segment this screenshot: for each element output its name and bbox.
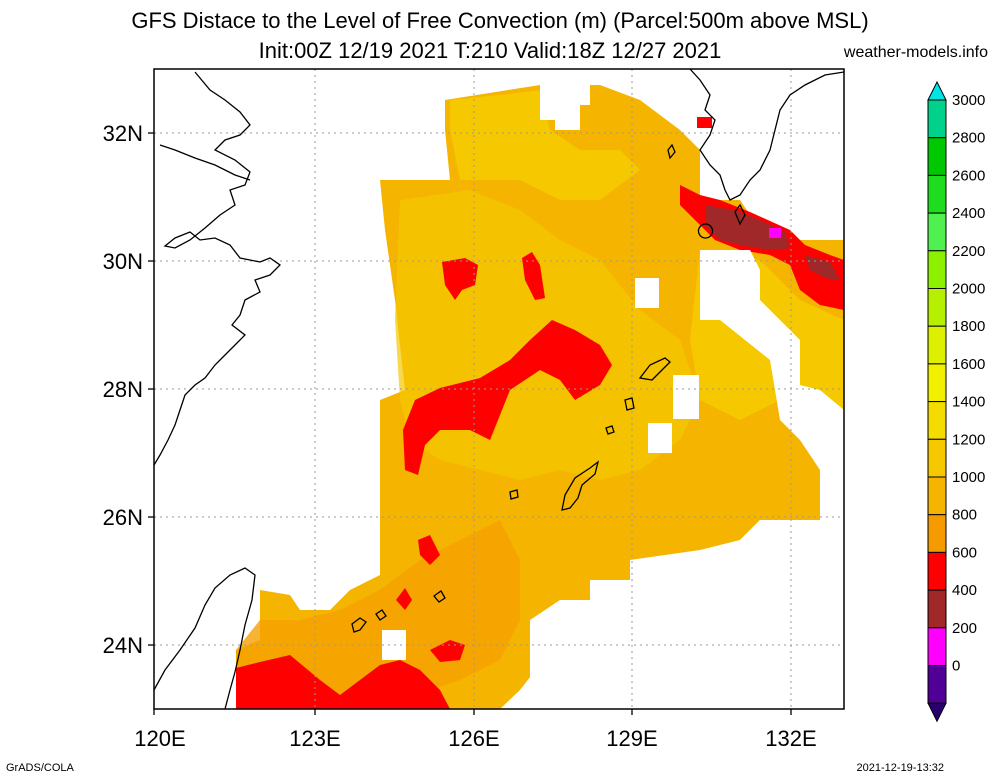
colorbar-swatch [927, 325, 947, 365]
colorbar-label: 3000 [952, 92, 985, 109]
colorbar-label: 2800 [952, 130, 985, 147]
colorbar-swatch [927, 288, 947, 327]
colorbar-label: 1800 [952, 318, 985, 335]
field-magenta-northeast [769, 228, 781, 238]
colorbar-swatch [927, 137, 947, 176]
colorbar-label: 1000 [952, 469, 985, 486]
lon-label: 123E [289, 726, 340, 751]
colorbar-label: 400 [952, 582, 977, 599]
field-red-south-1 [418, 535, 440, 565]
colorbar-label: 2400 [952, 205, 985, 222]
lon-label: 126E [448, 726, 499, 751]
island-small-3 [509, 489, 519, 500]
colorbar-swatch [927, 476, 947, 516]
graticule [154, 69, 844, 709]
field-nodata-east [530, 250, 844, 709]
field-nodata-hole-2 [673, 375, 699, 419]
colorbar-swatch [927, 627, 947, 666]
island-amami [638, 357, 671, 381]
colorbar-label: 600 [952, 544, 977, 561]
lat-axis-labels: 32N 30N 28N 26N 24N [103, 121, 143, 658]
colorbar-min-arrow [927, 702, 947, 723]
island-yaeyama [375, 609, 387, 621]
colorbar-label: 1400 [952, 394, 985, 411]
lon-label: 120E [134, 726, 185, 751]
footer-software: GrADS/COLA [6, 762, 74, 774]
colorbar-swatch [927, 589, 947, 629]
island-koshiki [734, 203, 746, 226]
colorbar-swatch [927, 514, 947, 553]
field-brown-east [805, 255, 840, 280]
field-red-small-top [697, 117, 712, 128]
lat-label: 30N [103, 249, 143, 274]
colorbar-label: 1600 [952, 356, 985, 373]
colorbar-max-arrow [927, 80, 947, 101]
map-title-line1: GFS Distace to the Level of Free Convect… [131, 8, 869, 33]
island-small-1 [624, 397, 635, 411]
field-red-south-3 [430, 640, 465, 662]
island-okinawa [561, 460, 600, 511]
site-credit: weather-models.info [843, 44, 988, 61]
field-band-800-south [236, 520, 520, 709]
lat-label: 28N [103, 377, 143, 402]
colorbar-swatch [927, 551, 947, 591]
lon-label: 132E [765, 726, 816, 751]
colorbar-label: 200 [952, 620, 977, 637]
field-nodata-hole-1 [635, 278, 659, 308]
colorbar-label: 800 [952, 507, 977, 524]
colorbar: 3000280026002400220020001800160014001200… [927, 80, 985, 723]
lon-label: 129E [606, 726, 657, 751]
island-miyako [433, 590, 446, 603]
field-brown-northeast [705, 205, 790, 250]
field-nodata-north [540, 85, 590, 130]
lat-label: 24N [103, 633, 143, 658]
field-red-south-2 [396, 588, 412, 610]
colorbar-swatch [927, 99, 947, 139]
island-small-2 [605, 425, 615, 435]
footer-timestamp: 2021-12-19-13:32 [856, 762, 944, 774]
colorbar-label: 2200 [952, 243, 985, 260]
colorbar-swatch [927, 401, 947, 440]
colorbar-label: 0 [952, 658, 960, 675]
map-title-line2: Init:00Z 12/19 2021 T:210 Valid:18Z 12/2… [258, 38, 722, 63]
field-nodata-west-bottom [154, 560, 236, 709]
colorbar-swatch [927, 363, 947, 403]
field-red-30n-west [442, 258, 478, 300]
axis-ticks [148, 132, 792, 715]
coast-china [154, 71, 282, 466]
colorbar-label: 1200 [952, 431, 985, 448]
coast-taiwan [154, 567, 256, 709]
colorbar-swatch [927, 174, 947, 214]
lon-axis-labels: 120E 123E 126E 129E 132E [134, 726, 816, 751]
field-red-30n-small [522, 252, 545, 300]
island-yakushima [697, 223, 714, 239]
lat-label: 32N [103, 121, 143, 146]
island-ishigaki [351, 617, 367, 633]
colorbar-swatch [927, 250, 947, 290]
coastlines [154, 69, 844, 709]
lfc-field [154, 85, 844, 709]
field-red-band-28n [403, 320, 612, 475]
field-nodata-hole-3 [648, 423, 672, 453]
coast-kyushu [689, 69, 844, 201]
coast-china-inner [159, 144, 251, 181]
island-goto [667, 143, 676, 160]
colorbar-swatch [927, 438, 947, 478]
colorbar-label: 2600 [952, 167, 985, 184]
colorbar-swatch [927, 212, 947, 252]
lat-label: 26N [103, 505, 143, 530]
colorbar-label: 2000 [952, 281, 985, 298]
field-band-1000-1200 [450, 90, 640, 200]
colorbar-swatch [927, 665, 947, 704]
field-red-south-4 [236, 655, 450, 709]
